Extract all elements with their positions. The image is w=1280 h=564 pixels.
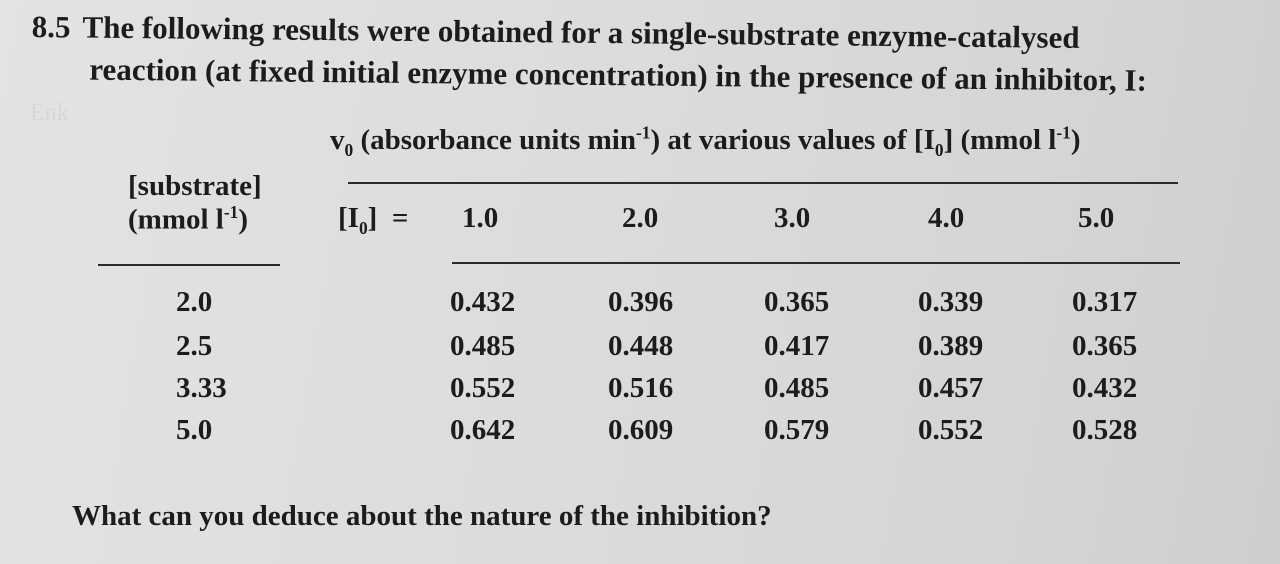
inhibitor-conc-1: 1.0 bbox=[462, 202, 499, 234]
rate-value: 0.396 bbox=[608, 286, 674, 318]
rate-value: 0.642 bbox=[450, 414, 516, 446]
rate-column-header: v0 (absorbance units min-1) at various v… bbox=[330, 122, 1080, 160]
header-rule-top bbox=[348, 182, 1178, 184]
rule-substrate-column bbox=[98, 264, 280, 266]
rate-value: 0.516 bbox=[608, 372, 674, 404]
problem-statement: 8.5 The following results were obtained f… bbox=[31, 6, 1232, 103]
rate-value: 0.552 bbox=[450, 372, 516, 404]
inhibitor-symbol: [I0] = bbox=[338, 202, 409, 238]
rate-value: 0.417 bbox=[764, 330, 830, 362]
substrate-value: 5.0 bbox=[176, 414, 213, 446]
rate-value: 0.389 bbox=[918, 330, 984, 362]
rate-value: 0.317 bbox=[1072, 286, 1138, 318]
substrate-value: 3.33 bbox=[176, 372, 227, 404]
problem-text-line2: reaction (at fixed initial enzyme concen… bbox=[89, 51, 1148, 98]
substrate-value: 2.5 bbox=[176, 330, 213, 362]
inhibitor-conc-5: 5.0 bbox=[1078, 202, 1115, 234]
question-text: What can you deduce about the nature of … bbox=[72, 500, 772, 532]
rate-value: 0.448 bbox=[608, 330, 674, 362]
rate-value: 0.485 bbox=[764, 372, 830, 404]
rate-value: 0.457 bbox=[918, 372, 984, 404]
rate-value: 0.609 bbox=[608, 414, 674, 446]
rate-value: 0.485 bbox=[450, 330, 516, 362]
problem-text-line1: The following results were obtained for … bbox=[82, 9, 1080, 55]
problem-number: 8.5 bbox=[31, 8, 71, 45]
rate-value: 0.528 bbox=[1072, 414, 1138, 446]
inhibitor-conc-2: 2.0 bbox=[622, 202, 659, 234]
inhibitor-conc-4: 4.0 bbox=[928, 202, 965, 234]
substrate-value: 2.0 bbox=[176, 286, 213, 318]
rate-value: 0.365 bbox=[1072, 330, 1138, 362]
substrate-label: [substrate] bbox=[128, 170, 262, 202]
rate-value: 0.432 bbox=[450, 286, 516, 318]
rate-value: 0.579 bbox=[764, 414, 830, 446]
rule-data-columns bbox=[452, 262, 1180, 264]
rate-value: 0.339 bbox=[918, 286, 984, 318]
rate-header-text: (absorbance units min-1) at various valu… bbox=[360, 122, 1081, 160]
rate-value: 0.552 bbox=[918, 414, 984, 446]
rate-value: 0.365 bbox=[764, 286, 830, 318]
substrate-unit: (mmol l-1) bbox=[128, 202, 249, 236]
inhibitor-conc-3: 3.0 bbox=[774, 202, 811, 234]
rate-value: 0.432 bbox=[1072, 372, 1138, 404]
v0-symbol: v0 bbox=[330, 123, 354, 160]
